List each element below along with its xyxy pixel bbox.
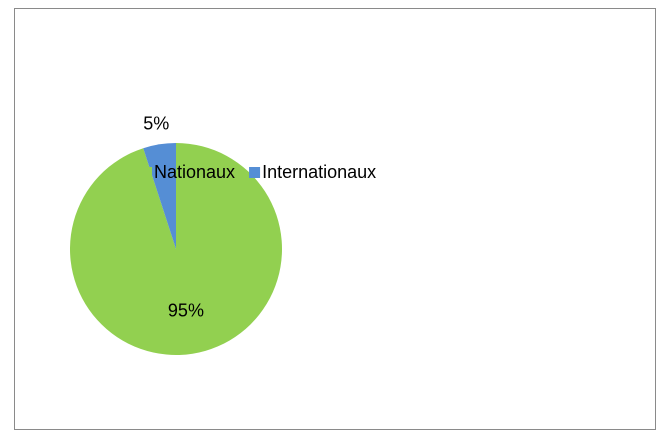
- data-label: 5%: [143, 113, 169, 133]
- legend-label: Internationaux: [262, 162, 376, 182]
- legend-label: Nationaux: [154, 162, 235, 182]
- pie-slice: [69, 143, 282, 356]
- legend-marker: [249, 167, 261, 178]
- legend-marker: [141, 167, 152, 178]
- data-label: 95%: [168, 301, 204, 321]
